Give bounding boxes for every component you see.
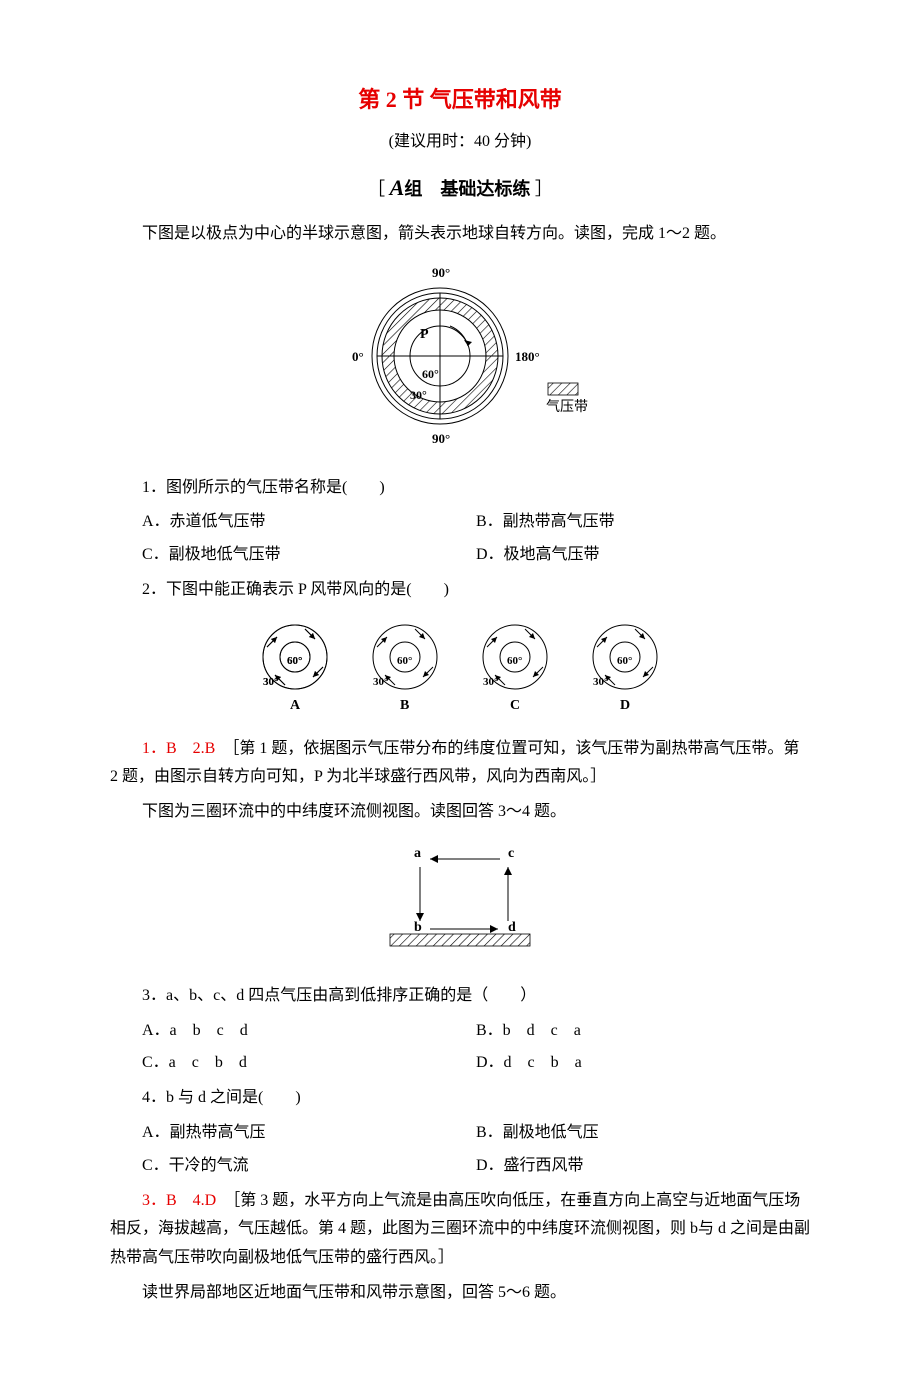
q4-opt-d: D．盛行西风带 — [476, 1152, 810, 1181]
q4-opt-a: A．副热带高气压 — [142, 1119, 476, 1148]
label-bottom-90: 90° — [432, 431, 450, 446]
label-top-90: 90° — [432, 265, 450, 280]
label-p: P — [420, 327, 429, 342]
section-a: A — [390, 175, 405, 200]
q1-opt-c: C．副极地低气压带 — [142, 541, 476, 570]
d3-b: b — [414, 920, 422, 935]
page-title: 第 2 节 气压带和风带 — [110, 80, 810, 120]
bracket-right: ］ — [535, 179, 553, 199]
d2-label-d: D — [620, 698, 630, 712]
q3-opt-a: A．a b c d — [142, 1017, 476, 1046]
q1-opt-b: B．副热带高气压带 — [476, 508, 810, 537]
q3-options-row2: C．a c b d D．d c b a — [142, 1049, 810, 1078]
d2-label-b: B — [400, 698, 409, 712]
q3-options-row1: A．a b c d B．b d c a — [142, 1017, 810, 1046]
d2-label-a: A — [290, 698, 301, 712]
d2-label-c: C — [510, 698, 520, 712]
ans34-key: 3．B 4.D — [142, 1192, 216, 1209]
ans12-key: 1．B 2.B — [142, 740, 215, 757]
q3-opt-d: D．d c b a — [476, 1049, 810, 1078]
q4-stem: 4．b 与 d 之间是( ) — [110, 1084, 810, 1113]
q4-options-row2: C．干冷的气流 D．盛行西风带 — [142, 1152, 810, 1181]
q4-opt-b: B．副极地低气压 — [476, 1119, 810, 1148]
q3-stem: 3．a、b、c、d 四点气压由高到低排序正确的是（ ） — [110, 982, 810, 1011]
q1-opt-d: D．极地高气压带 — [476, 541, 810, 570]
q3-opt-c: C．a c b d — [142, 1049, 476, 1078]
label-right-180: 180° — [515, 349, 540, 364]
label-30: 30° — [410, 388, 427, 402]
answer-34: 3．B 4.D ［第 3 题，水平方向上气流是由高压吹向低压，在垂直方向上高空与… — [110, 1187, 810, 1273]
diagram-1: P 60° 30° 90° 180° 90° 0° 气压带 — [110, 261, 810, 462]
intro-2: 下图为三圈环流中的中纬度环流侧视图。读图回答 3～4 题。 — [110, 798, 810, 827]
q1-options-row1: A．赤道低气压带 B．副热带高气压带 — [142, 508, 810, 537]
d3-a: a — [414, 846, 421, 861]
q2-stem: 2．下图中能正确表示 P 风带风向的是( ) — [110, 576, 810, 605]
intro-3: 读世界局部地区近地面气压带和风带示意图，回答 5～6 题。 — [110, 1279, 810, 1308]
d3-c: c — [508, 846, 514, 861]
label-60: 60° — [422, 367, 439, 381]
bracket-left: ［ — [367, 179, 385, 199]
legend-text: 气压带 — [546, 399, 588, 415]
answer-12: 1．B 2.B ［第 1 题，依据图示气压带分布的纬度位置可知，该气压带为副热带… — [110, 735, 810, 793]
q4-options-row1: A．副热带高气压 B．副极地低气压 — [142, 1119, 810, 1148]
diagram-2: 60° 30° A B C D — [110, 617, 810, 723]
q1-stem: 1．图例所示的气压带名称是( ) — [110, 474, 810, 503]
diagram-3: a c b d — [110, 839, 810, 970]
section-group: 组 — [404, 179, 422, 199]
q1-opt-a: A．赤道低气压带 — [142, 508, 476, 537]
q4-opt-c: C．干冷的气流 — [142, 1152, 476, 1181]
time-suggestion: (建议用时：40 分钟) — [110, 128, 810, 157]
d3-d: d — [508, 920, 516, 935]
intro-1: 下图是以极点为中心的半球示意图，箭头表示地球自转方向。读图，完成 1～2 题。 — [110, 220, 810, 249]
q1-options-row2: C．副极地低气压带 D．极地高气压带 — [142, 541, 810, 570]
q3-opt-b: B．b d c a — [476, 1017, 810, 1046]
section-label: 基础达标练 — [440, 179, 530, 199]
label-left-0: 0° — [352, 349, 364, 364]
section-header: ［ A组 基础达标练 ］ — [110, 168, 810, 208]
